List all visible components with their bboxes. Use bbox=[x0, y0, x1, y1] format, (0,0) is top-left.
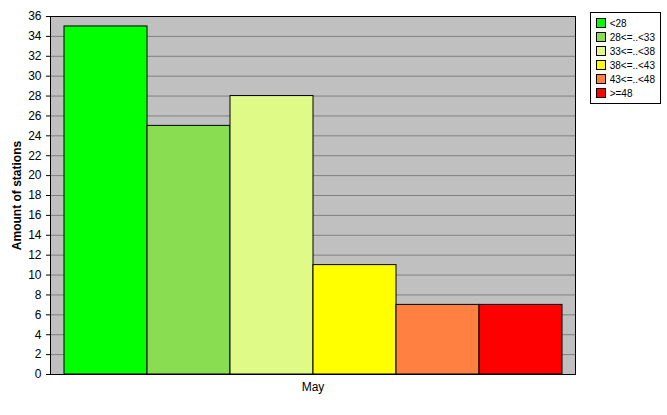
html-text:33<=..<38: 33<=..<38 bbox=[609, 45, 655, 57]
svg-text:24: 24 bbox=[28, 129, 42, 143]
svg-text:26: 26 bbox=[28, 109, 42, 123]
svg-text:Amount of stations: Amount of stations bbox=[10, 141, 24, 251]
html-text:>=48: >=48 bbox=[609, 87, 633, 99]
svg-text:8: 8 bbox=[35, 288, 42, 302]
svg-text:6: 6 bbox=[35, 308, 42, 322]
svg-text:34: 34 bbox=[28, 29, 42, 43]
svg-text:22: 22 bbox=[28, 149, 42, 163]
svg-text:18: 18 bbox=[28, 188, 42, 202]
html-text:<28: <28 bbox=[609, 17, 627, 29]
svg-text:36: 36 bbox=[28, 9, 42, 23]
svg-text:12: 12 bbox=[28, 248, 42, 262]
html-text:38<=..<43: 38<=..<43 bbox=[609, 59, 655, 71]
svg-text:28: 28 bbox=[28, 89, 42, 103]
svg-text:4: 4 bbox=[35, 328, 42, 342]
svg-text:32: 32 bbox=[28, 49, 42, 63]
svg-text:14: 14 bbox=[28, 228, 42, 242]
svg-text:30: 30 bbox=[28, 69, 42, 83]
svg-text:20: 20 bbox=[28, 168, 42, 182]
svg-text:0: 0 bbox=[35, 367, 42, 381]
html-text:43<=..<48: 43<=..<48 bbox=[609, 73, 655, 85]
svg-text:2: 2 bbox=[35, 347, 42, 361]
svg-text:10: 10 bbox=[28, 268, 42, 282]
svg-text:16: 16 bbox=[28, 208, 42, 222]
html-text:28<=..<33: 28<=..<33 bbox=[609, 31, 655, 43]
svg-text:May: May bbox=[302, 380, 325, 394]
